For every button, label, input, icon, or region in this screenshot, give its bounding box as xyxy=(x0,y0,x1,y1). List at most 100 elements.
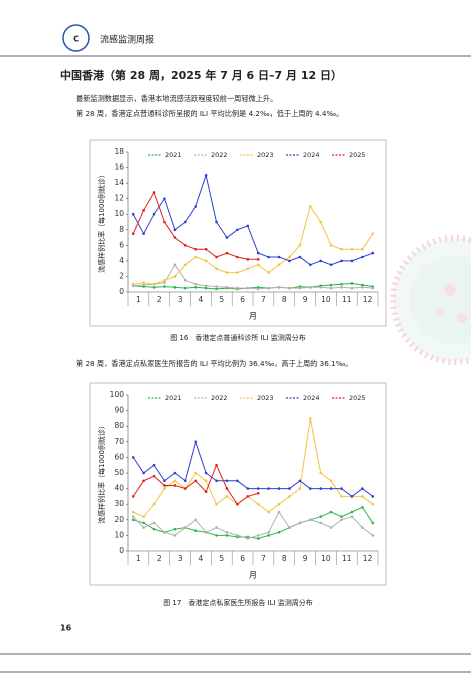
data-point xyxy=(298,255,302,259)
data-point xyxy=(236,479,239,483)
virus-decoration xyxy=(390,235,471,365)
data-point xyxy=(204,286,208,290)
data-point xyxy=(183,244,187,247)
data-point xyxy=(163,197,166,200)
data-point xyxy=(131,232,135,235)
data-point xyxy=(246,224,250,228)
figure-caption: 图 17 香港定点私家医生所报告 ILI 监测周分布 xyxy=(163,598,313,607)
data-point xyxy=(225,530,229,534)
data-point xyxy=(194,529,198,533)
data-point xyxy=(246,267,250,270)
data-point xyxy=(131,515,135,518)
data-point xyxy=(350,282,354,285)
x-tick-label: 12 xyxy=(363,554,373,563)
data-point xyxy=(371,521,375,525)
data-point xyxy=(225,286,229,289)
y-tick-label: 2 xyxy=(119,271,124,280)
data-point xyxy=(319,487,323,490)
data-point xyxy=(131,518,135,522)
series-line xyxy=(132,418,374,518)
data-point xyxy=(173,236,177,239)
data-point xyxy=(256,263,260,267)
data-point xyxy=(173,471,177,475)
legend-label: 2025 xyxy=(349,394,366,402)
data-point xyxy=(361,247,364,251)
y-tick-label: 8 xyxy=(119,225,124,234)
data-point xyxy=(194,205,198,208)
data-point xyxy=(163,220,166,224)
data-point xyxy=(350,515,354,518)
data-point xyxy=(340,259,343,263)
data-point xyxy=(142,526,145,529)
data-point xyxy=(277,502,281,506)
data-point xyxy=(298,521,302,525)
logo-mark: C xyxy=(73,35,79,44)
data-point xyxy=(236,534,239,537)
header-title: 流感监测周报 xyxy=(100,34,154,46)
data-point xyxy=(204,471,208,475)
data-point xyxy=(246,495,250,498)
data-point xyxy=(215,255,218,259)
data-point xyxy=(204,259,208,263)
y-tick-label: 20 xyxy=(114,515,124,524)
data-point xyxy=(215,479,218,483)
data-point xyxy=(204,530,208,534)
x-tick-label: 2 xyxy=(157,554,162,563)
series-line xyxy=(133,282,373,290)
data-point xyxy=(277,510,281,514)
x-tick-label: 2 xyxy=(157,295,162,304)
y-tick-label: 16 xyxy=(114,163,124,172)
data-point xyxy=(236,286,239,290)
data-point xyxy=(152,527,156,531)
data-point xyxy=(277,263,281,267)
data-point xyxy=(277,255,281,259)
data-point xyxy=(256,487,260,490)
chart-frame xyxy=(89,139,387,327)
data-point xyxy=(131,282,135,286)
x-tick-label: 3 xyxy=(178,295,183,304)
data-point xyxy=(329,286,333,290)
data-point xyxy=(361,283,364,287)
data-point xyxy=(256,537,260,540)
data-point xyxy=(194,282,198,286)
y-tick-label: 70 xyxy=(114,437,124,446)
y-tick-label: 10 xyxy=(114,209,124,218)
data-point xyxy=(277,487,281,490)
data-point xyxy=(371,286,375,290)
data-point xyxy=(319,286,323,289)
data-point xyxy=(350,495,354,498)
y-tick-label: 60 xyxy=(114,452,124,461)
x-tick-label: 9 xyxy=(303,295,308,304)
x-tick-label: 11 xyxy=(342,295,352,304)
data-point xyxy=(152,474,156,478)
data-point xyxy=(225,236,229,239)
data-point xyxy=(319,521,323,525)
data-point xyxy=(319,471,323,475)
data-point xyxy=(204,174,208,177)
legend-label: 2023 xyxy=(257,151,274,159)
data-point xyxy=(298,244,302,247)
x-tick-label: 8 xyxy=(282,554,287,563)
chart-frame xyxy=(89,382,387,586)
x-tick-label: 4 xyxy=(199,554,204,563)
paragraph: 第 28 周，香港定点普通科诊所呈报的 ILI 平均比例是 4.2‰，低于上周的… xyxy=(76,109,343,118)
y-tick-label: 18 xyxy=(114,147,124,156)
paragraph: 最新监测数据显示，香港本地流感活跃程度较前一周轻微上升。 xyxy=(76,94,277,103)
series-line xyxy=(132,440,374,498)
data-point xyxy=(225,479,229,483)
data-point xyxy=(288,487,291,490)
data-point xyxy=(256,491,260,495)
x-tick-label: 7 xyxy=(261,295,266,304)
y-tick-label: 12 xyxy=(114,194,124,203)
data-point xyxy=(173,275,177,278)
legend-label: 2021 xyxy=(165,151,182,159)
data-point xyxy=(298,487,302,490)
data-point xyxy=(142,479,145,483)
data-point xyxy=(236,502,239,506)
data-point xyxy=(152,286,156,289)
data-point xyxy=(152,521,156,525)
data-point xyxy=(183,286,187,290)
data-point xyxy=(329,479,333,483)
data-point xyxy=(173,484,177,487)
y-tick-label: 90 xyxy=(114,406,124,415)
